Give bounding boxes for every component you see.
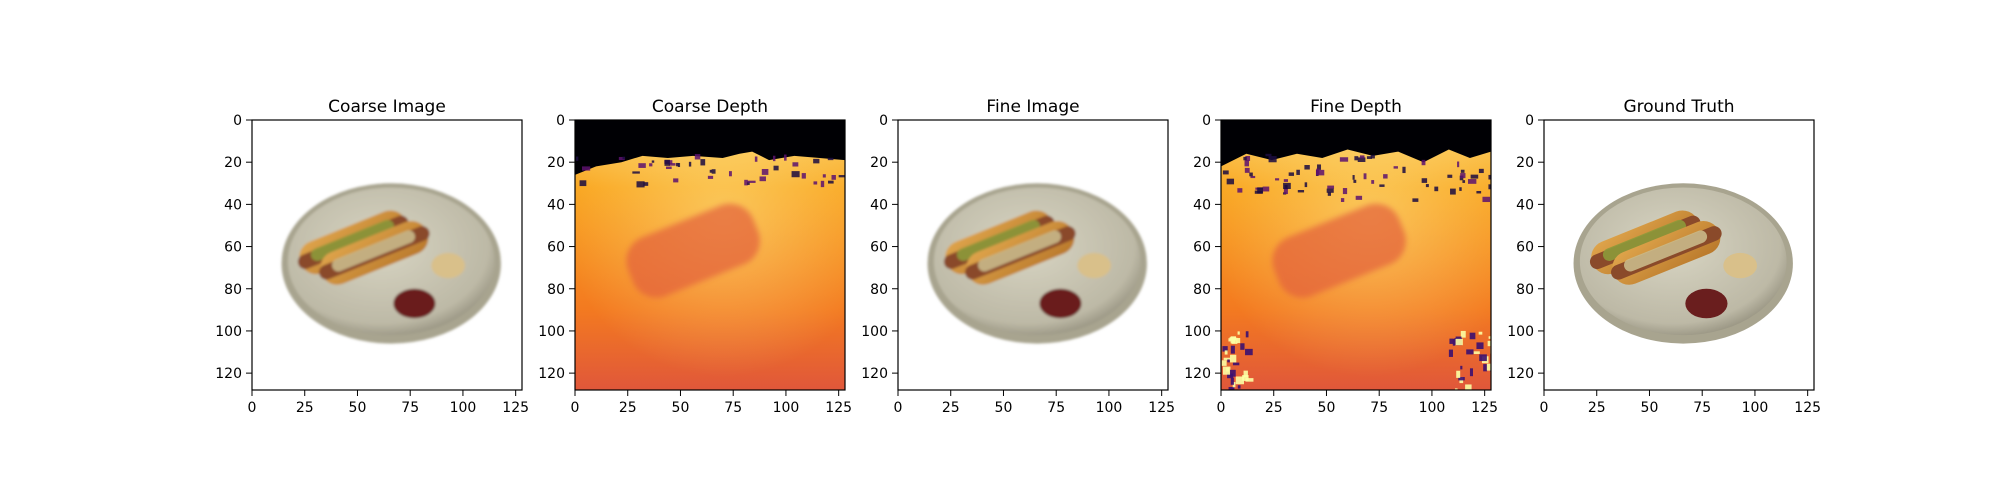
x-tick-label: 0 — [571, 400, 580, 416]
y-tick-label: 60 — [547, 240, 565, 256]
x-tick-label: 125 — [502, 400, 529, 416]
mustard-sauce — [431, 252, 466, 279]
x-tick-label: 75 — [724, 400, 742, 416]
x-tick-label: 25 — [619, 400, 637, 416]
x-tick-label: 75 — [1370, 400, 1388, 416]
subplot-title: Ground Truth — [1623, 97, 1734, 117]
y-tick-label: 60 — [1516, 240, 1534, 256]
x-tick-label: 0 — [894, 400, 903, 416]
y-tick-label: 120 — [538, 366, 565, 382]
x-tick-label: 25 — [296, 400, 314, 416]
y-tick-label: 20 — [1193, 155, 1211, 171]
x-tick-label: 100 — [450, 400, 477, 416]
subplot-1: Coarse Image 0 25 50 75 100 125 0 20 40 60 80 100 120 — [215, 97, 529, 416]
y-tick-label: 40 — [870, 197, 888, 213]
y-tick-label: 40 — [547, 197, 565, 213]
x-tick-label: 50 — [1641, 400, 1659, 416]
y-tick-label: 80 — [870, 282, 888, 298]
y-tick-label: 80 — [1193, 282, 1211, 298]
x-tick-label: 0 — [1540, 400, 1549, 416]
y-tick-label: 100 — [1184, 324, 1211, 340]
y-tick-label: 60 — [1193, 240, 1211, 256]
y-tick-label: 20 — [224, 155, 242, 171]
x-tick-label: 75 — [1047, 400, 1065, 416]
y-tick-label: 100 — [861, 324, 888, 340]
y-tick-label: 0 — [1202, 113, 1211, 129]
x-tick-label: 0 — [248, 400, 257, 416]
y-tick-label: 120 — [861, 366, 888, 382]
x-tick-label: 25 — [1588, 400, 1606, 416]
y-tick-label: 0 — [556, 113, 565, 129]
y-tick-label: 100 — [538, 324, 565, 340]
x-tick-label: 75 — [1693, 400, 1711, 416]
y-tick-label: 40 — [1516, 197, 1534, 213]
y-tick-label: 100 — [1507, 324, 1534, 340]
axes-frame — [1220, 119, 1492, 391]
image-area — [1544, 120, 1814, 390]
hot-dog — [965, 221, 1076, 285]
x-tick-label: 50 — [349, 400, 367, 416]
subplot-4: Fine Depth 0 25 50 75 100 125 0 20 40 60 80 100 120 — [1184, 97, 1498, 416]
y-tick-label: 20 — [870, 155, 888, 171]
x-tick-label: 0 — [1217, 400, 1226, 416]
x-tick-label: 100 — [1419, 400, 1446, 416]
image-area — [252, 120, 522, 390]
x-tick-label: 100 — [1096, 400, 1123, 416]
x-tick-label: 100 — [1742, 400, 1769, 416]
y-tick-label: 80 — [547, 282, 565, 298]
x-tick-label: 100 — [773, 400, 800, 416]
axes-frame — [251, 119, 523, 391]
y-tick-label: 120 — [215, 366, 242, 382]
y-tick-label: 60 — [224, 240, 242, 256]
subplot-title: Fine Depth — [1310, 97, 1402, 117]
depth-object — [626, 203, 760, 298]
axes-frame — [574, 119, 846, 391]
subplot-5: Ground Truth 0 25 50 75 100 125 0 20 40 60 80 100 120 — [1507, 97, 1821, 416]
y-tick-label: 0 — [879, 113, 888, 129]
x-tick-label: 25 — [1265, 400, 1283, 416]
image-area — [1221, 120, 1491, 390]
ketchup-sauce — [1685, 288, 1728, 319]
axes-frame — [897, 119, 1169, 391]
subplot-title: Coarse Depth — [652, 97, 768, 117]
x-tick-label: 125 — [1794, 400, 1821, 416]
mustard-sauce — [1723, 252, 1758, 279]
subplot-2: Coarse Depth 0 25 50 75 100 125 0 20 40 60 80 100 120 — [538, 97, 852, 416]
depth-background — [1221, 120, 1491, 167]
y-tick-label: 0 — [233, 113, 242, 129]
x-tick-label: 50 — [1318, 400, 1336, 416]
subplot-title: Fine Image — [986, 97, 1079, 117]
axes-frame — [1543, 119, 1815, 391]
x-tick-label: 75 — [401, 400, 419, 416]
x-tick-label: 50 — [672, 400, 690, 416]
subplot-3: Fine Image 0 25 50 75 100 125 0 20 40 60 80 100 120 — [861, 97, 1175, 416]
hot-dog — [319, 221, 430, 285]
y-tick-label: 80 — [1516, 282, 1534, 298]
y-tick-label: 20 — [1516, 155, 1534, 171]
y-tick-label: 40 — [224, 197, 242, 213]
y-tick-label: 60 — [870, 240, 888, 256]
x-tick-label: 25 — [942, 400, 960, 416]
subplot-title: Coarse Image — [328, 97, 446, 117]
depth-object — [1272, 203, 1406, 298]
y-tick-label: 100 — [215, 324, 242, 340]
image-area — [575, 120, 845, 390]
x-tick-label: 125 — [1471, 400, 1498, 416]
y-tick-label: 0 — [1525, 113, 1534, 129]
y-tick-label: 80 — [224, 282, 242, 298]
image-area — [898, 120, 1168, 390]
ketchup-sauce — [1039, 288, 1082, 319]
x-tick-label: 125 — [825, 400, 852, 416]
y-tick-label: 20 — [547, 155, 565, 171]
x-tick-label: 50 — [995, 400, 1013, 416]
mustard-sauce — [1077, 252, 1112, 279]
hot-dog — [1611, 221, 1722, 285]
y-tick-label: 40 — [1193, 197, 1211, 213]
depth-background — [575, 120, 845, 175]
y-tick-label: 120 — [1507, 366, 1534, 382]
x-tick-label: 125 — [1148, 400, 1175, 416]
ketchup-sauce — [393, 288, 436, 319]
y-tick-label: 120 — [1184, 366, 1211, 382]
